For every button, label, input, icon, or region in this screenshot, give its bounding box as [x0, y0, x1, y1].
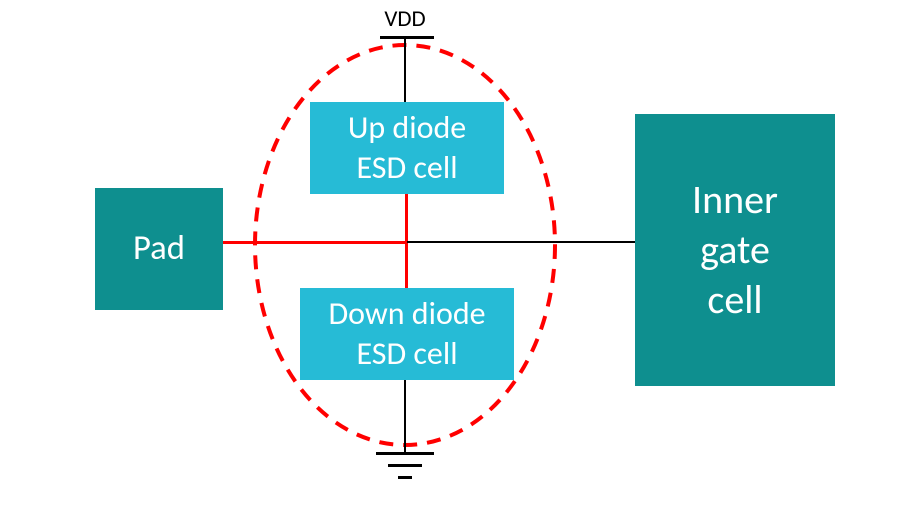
inner-gate-line3: cell [707, 275, 762, 325]
pad-to-esd-wire [223, 241, 407, 244]
diagram-stage: VDD Up diode ESD cell Down diode ESD cel… [0, 0, 900, 506]
down-diode-esd-cell: Down diode ESD cell [300, 288, 514, 380]
pad-label: Pad [133, 227, 185, 270]
vdd-label: VDD [370, 5, 440, 33]
ground-wire [404, 380, 406, 452]
ground-bar-2 [388, 464, 422, 467]
vdd-wire [404, 39, 406, 102]
vdd-bar [380, 36, 434, 39]
up-diode-line1: Up diode [348, 108, 466, 148]
ground-bar-3 [398, 476, 412, 479]
esd-to-inner-wire [407, 241, 635, 243]
pad-block: Pad [95, 188, 223, 310]
down-diode-line2: ESD cell [356, 334, 457, 374]
inner-gate-line2: gate [700, 225, 770, 275]
up-diode-esd-cell: Up diode ESD cell [310, 102, 504, 194]
ground-bar-1 [376, 452, 434, 455]
down-diode-line1: Down diode [328, 294, 485, 334]
up-diode-line2: ESD cell [356, 148, 457, 188]
inner-gate-line1: Inner [692, 175, 778, 225]
inner-gate-cell: Inner gate cell [635, 114, 835, 386]
